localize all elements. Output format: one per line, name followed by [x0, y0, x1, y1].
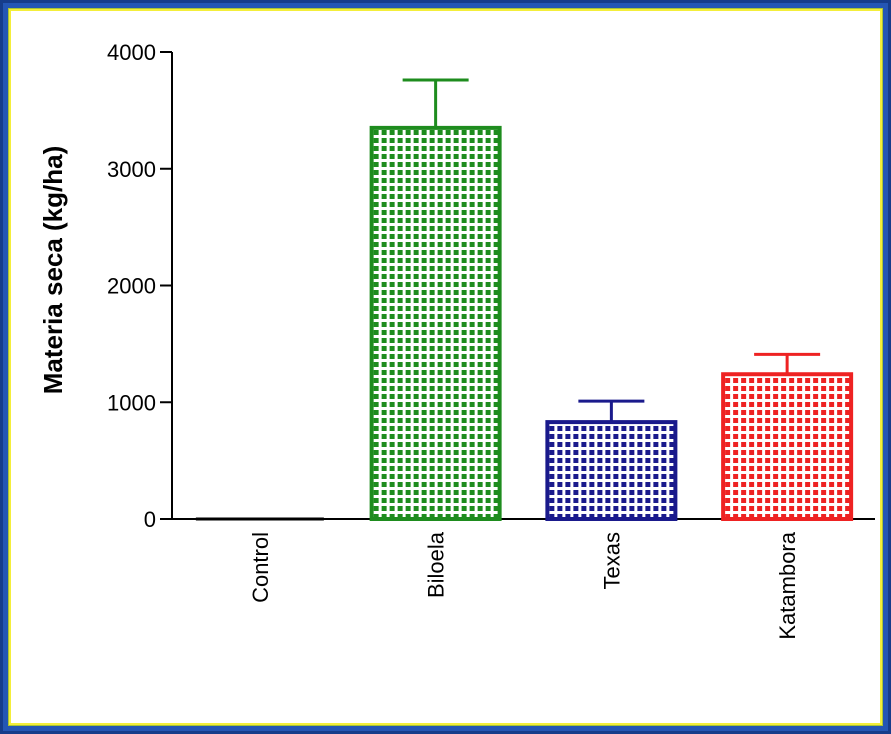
y-tick-label: 3000 — [107, 157, 156, 182]
y-tick-label: 0 — [144, 507, 156, 532]
x-category-label: Biloela — [424, 531, 449, 598]
y-tick-label: 2000 — [107, 274, 156, 299]
x-category-label: Texas — [599, 532, 624, 589]
bar-texas — [545, 420, 678, 521]
bar-biloela — [369, 125, 502, 521]
y-tick-label: 1000 — [107, 390, 156, 415]
bar-katambora — [721, 372, 854, 522]
x-category-label: Control — [248, 532, 273, 603]
y-axis-label: Materia seca (kg/ha) — [38, 146, 68, 395]
x-category-label: Katambora — [775, 531, 800, 639]
y-tick-label: 4000 — [107, 40, 156, 65]
